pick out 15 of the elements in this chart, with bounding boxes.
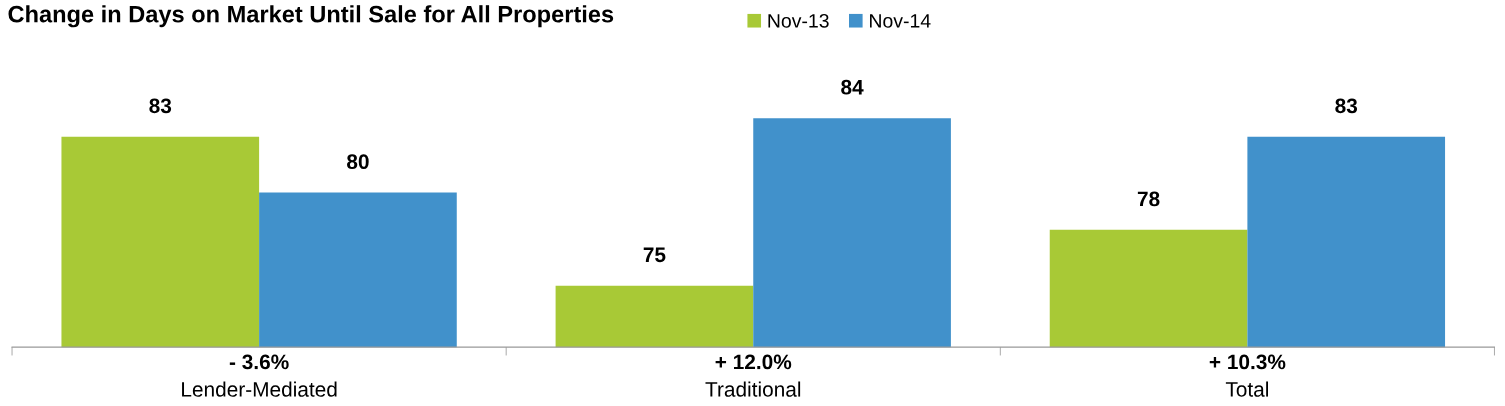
x-tick-label: Lender-Mediated: [182, 381, 337, 397]
data-label: 75: [643, 247, 666, 263]
x-tick-label: Total: [1225, 381, 1268, 397]
data-label: 83: [149, 98, 172, 114]
legend-label: Nov-13: [768, 13, 829, 28]
chart-title: Change in Days on Market Until Sale for All Properties: [8, 5, 614, 28]
text: + 10.3%: [1209, 354, 1286, 370]
text: + 12.0%: [715, 354, 792, 370]
legend-label: Nov-14: [870, 14, 931, 28]
data-label: 83: [1335, 98, 1358, 114]
data-label: 84: [841, 79, 864, 95]
x-tick-label: Traditional: [705, 381, 801, 397]
text: - 3.6%: [229, 354, 289, 370]
data-label: 78: [1137, 191, 1160, 207]
data-label: 80: [347, 154, 369, 170]
